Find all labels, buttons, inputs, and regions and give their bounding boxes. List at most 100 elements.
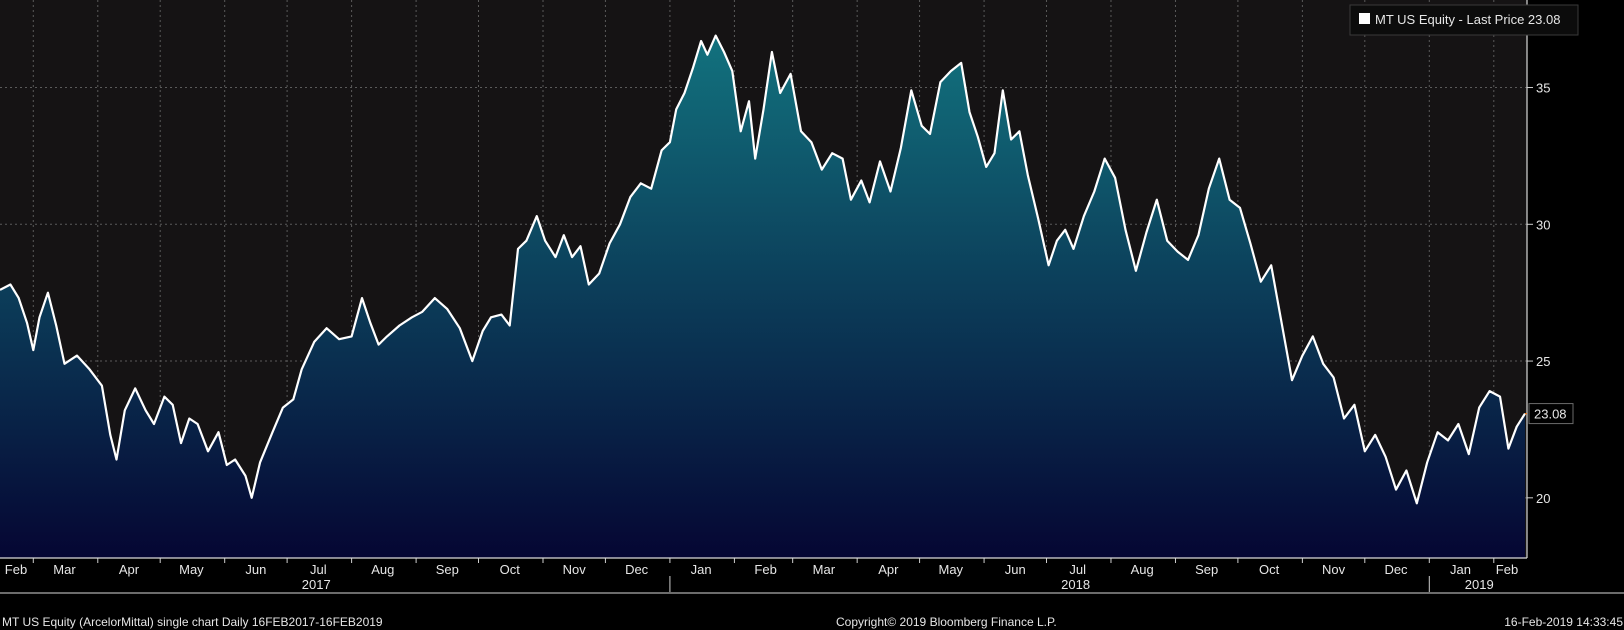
data-point [598, 273, 600, 275]
data-point [153, 423, 155, 425]
data-point [879, 160, 881, 162]
data-point [251, 497, 253, 499]
data-point [1064, 229, 1066, 231]
x-tick-label: Jun [245, 562, 266, 577]
data-point [9, 284, 11, 286]
data-point [779, 92, 781, 94]
data-point [692, 67, 694, 69]
data-point [619, 223, 621, 225]
data-point [226, 464, 228, 466]
data-point [1426, 461, 1428, 463]
data-point [326, 327, 328, 329]
data-point [1249, 242, 1251, 244]
data-point [1395, 489, 1397, 491]
data-point [134, 387, 136, 389]
data-point [700, 40, 702, 42]
data-point [715, 35, 717, 37]
data-point [1166, 240, 1168, 242]
y-tick-label: 35 [1536, 81, 1550, 96]
x-tick-label: Feb [754, 562, 776, 577]
data-point [1312, 335, 1314, 337]
data-point [421, 311, 423, 313]
data-point [1125, 229, 1127, 231]
data-point [1156, 199, 1158, 201]
data-point [860, 180, 862, 182]
data-point [1374, 434, 1376, 436]
data-point [172, 404, 174, 406]
last-price-box [1528, 403, 1574, 425]
data-point [207, 450, 209, 452]
data-point [740, 130, 742, 132]
data-point [650, 188, 652, 190]
last-price-label: 23.08 [1534, 407, 1567, 422]
data-point [900, 147, 902, 149]
y-tick-label: 20 [1536, 491, 1550, 506]
data-point [1353, 404, 1355, 406]
x-tick-label: Dec [1384, 562, 1408, 577]
data-point [76, 355, 78, 357]
x-tick-label: Jul [310, 562, 327, 577]
data-point [351, 335, 353, 337]
x-tick-label: Feb [5, 562, 27, 577]
data-point [1281, 322, 1283, 324]
data-point [1093, 191, 1095, 193]
x-year-label: 2018 [1061, 577, 1090, 592]
data-point [500, 314, 502, 316]
x-year-label: 2019 [1465, 577, 1494, 592]
x-year-label: 2017 [302, 577, 331, 592]
data-point [669, 141, 671, 143]
price-line [0, 34, 1526, 505]
x-tick-label: Aug [371, 562, 394, 577]
x-tick-label: May [179, 562, 204, 577]
x-tick-label: Oct [500, 562, 521, 577]
legend-box [1349, 4, 1579, 36]
data-point [47, 292, 49, 294]
data-point [563, 234, 565, 236]
footer-left: MT US Equity (ArcelorMittal) single char… [2, 615, 383, 629]
data-point [509, 325, 511, 327]
data-point [1489, 390, 1491, 392]
data-point [1516, 426, 1518, 428]
data-point [1385, 456, 1387, 458]
data-point [32, 349, 34, 351]
data-point [536, 215, 538, 217]
x-tick-label: Aug [1131, 562, 1154, 577]
data-point [994, 152, 996, 154]
data-point [869, 201, 871, 203]
data-point [640, 182, 642, 184]
data-point [763, 108, 765, 110]
data-point [89, 368, 91, 370]
data-point [301, 368, 303, 370]
x-tick-label: Mar [813, 562, 836, 577]
data-point [571, 256, 573, 258]
data-point [411, 316, 413, 318]
data-point [969, 111, 971, 113]
footer-center: Copyright© 2019 Bloomberg Finance L.P. [836, 615, 1057, 629]
data-point [748, 100, 750, 102]
x-tick-label: May [939, 562, 964, 577]
data-point [218, 431, 220, 433]
x-tick-label: Mar [53, 562, 76, 577]
last-price-marker: 23.08 [1525, 403, 1574, 425]
data-point [482, 330, 484, 332]
data-point [55, 325, 57, 327]
data-point [1499, 396, 1501, 398]
legend-label: MT US Equity - Last Price 23.08 [1375, 12, 1560, 27]
x-tick-label: Sep [436, 562, 459, 577]
data-point [1010, 139, 1012, 141]
data-point [684, 92, 686, 94]
data-point [338, 338, 340, 340]
data-point [101, 385, 103, 387]
data-point [18, 297, 20, 299]
data-point [675, 108, 677, 110]
data-point [588, 284, 590, 286]
data-point [234, 459, 236, 461]
data-point [369, 322, 371, 324]
data-point [124, 409, 126, 411]
x-tick-label: Jan [691, 562, 712, 577]
data-point [245, 475, 247, 477]
data-point [109, 434, 111, 436]
axes: 20 25 30 35 Feb Mar Apr May Jun Jul Aug Sep Oct Nov De… [0, 0, 1624, 594]
